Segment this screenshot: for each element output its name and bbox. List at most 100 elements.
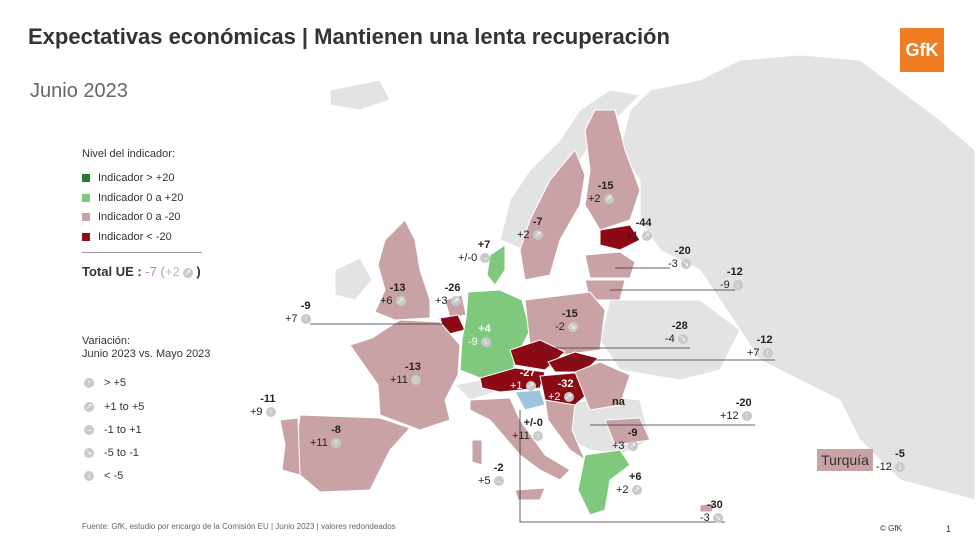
label-cyprus: -30 -3 ↘ xyxy=(700,499,723,525)
total-change: +2 xyxy=(164,264,180,279)
legend-label: Indicador 0 a -20 xyxy=(98,211,181,223)
arrow-up-icon: ↑ xyxy=(84,378,94,388)
country-romania[interactable] xyxy=(574,361,631,411)
arrow-up-right-icon: ↗ xyxy=(182,267,193,278)
arrow-down-icon: ↓ xyxy=(732,280,743,291)
legend-divider xyxy=(82,252,202,253)
legend-swatch xyxy=(82,174,90,182)
value-austria: -27 xyxy=(519,367,536,379)
variation-title-line1: Variación: xyxy=(82,335,131,347)
label-lithuania: -12 -9 ↓ xyxy=(720,266,743,292)
value-estonia: -44 xyxy=(635,217,652,229)
value-lithuania: -12 xyxy=(726,266,743,278)
arrow-right-icon: → xyxy=(84,425,94,435)
label-uk: -13 +6 ↗ xyxy=(380,282,406,308)
change-croatia: +3 xyxy=(612,440,625,452)
legend-item: Indicador 0 a +20 xyxy=(82,192,183,204)
arrow-down-right-icon: ↘ xyxy=(84,448,94,458)
value-france: -13 xyxy=(404,361,421,373)
value-spain: -8 xyxy=(331,424,341,436)
change-italy: +5 xyxy=(478,475,491,487)
label-hungary: -32 +2 ↗ xyxy=(548,378,574,404)
label-na: na xyxy=(612,396,625,408)
label-germany: +4 -9 ↓ xyxy=(468,323,491,349)
page-title: Expectativas económicas | Mantienen una … xyxy=(28,24,670,49)
value-greece: +6 xyxy=(629,471,642,483)
legend-swatch xyxy=(82,213,90,221)
arrow-up-right-icon: ↗ xyxy=(631,485,642,496)
country-denmark[interactable] xyxy=(486,244,506,286)
country-estonia[interactable] xyxy=(599,224,641,251)
arrow-down-right-icon: ↘ xyxy=(680,259,691,270)
arrow-down-icon: ↓ xyxy=(894,462,905,473)
change-uk: +6 xyxy=(380,295,393,307)
change-austria: +1 xyxy=(510,380,523,392)
arrow-up-right-icon: ↗ xyxy=(532,230,543,241)
arrow-down-right-icon: ↘ xyxy=(677,334,688,345)
legend-label: Indicador > +20 xyxy=(98,172,175,184)
change-greece: +2 xyxy=(616,484,629,496)
variation-item: → -1 to +1 xyxy=(84,424,142,436)
country-slovenia[interactable] xyxy=(514,389,546,411)
value-uk: -13 xyxy=(389,282,406,294)
country-sardinia[interactable] xyxy=(471,439,483,466)
variation-label: -5 to -1 xyxy=(104,447,139,459)
value-sweden: -7 xyxy=(532,216,543,228)
label-poland: -15 -2 ↘ xyxy=(555,308,578,334)
value-netherlands: -9 xyxy=(300,300,311,312)
arrow-down-right-icon: ↘ xyxy=(567,322,578,333)
country-cyprus[interactable] xyxy=(699,502,716,513)
value-slovakia: -12 xyxy=(756,334,773,346)
country-uk[interactable] xyxy=(374,219,431,321)
variation-label: -1 to +1 xyxy=(104,424,142,436)
change-poland: -2 xyxy=(555,321,565,333)
label-romania: -20 +12 ↑ xyxy=(720,397,752,423)
country-sweden[interactable] xyxy=(519,149,586,281)
change-cyprus: -3 xyxy=(700,512,710,524)
change-estonia: +1 xyxy=(626,230,639,242)
country-latvia[interactable] xyxy=(584,251,636,279)
change-hungary: +2 xyxy=(548,391,561,403)
arrow-right-icon: → xyxy=(493,476,504,487)
arrow-up-icon: ↑ xyxy=(532,431,543,442)
label-estonia: -44 +1 ↗ xyxy=(626,217,652,243)
land-ireland xyxy=(334,257,373,301)
country-greece[interactable] xyxy=(577,449,631,516)
legend-swatch xyxy=(82,233,90,241)
arrow-up-right-icon: ↗ xyxy=(641,231,652,242)
arrow-up-right-icon: ↗ xyxy=(450,296,461,307)
change-belgium: +3 xyxy=(435,295,448,307)
change-czechia: -4 xyxy=(665,333,675,345)
country-finland[interactable] xyxy=(584,109,641,231)
turkey-box[interactable]: Turquía xyxy=(817,449,873,471)
country-portugal[interactable] xyxy=(279,417,301,476)
label-slovakia: -12 +7 ↑ xyxy=(747,334,773,360)
change-germany: -9 xyxy=(468,336,478,348)
arrow-up-right-icon: ↗ xyxy=(525,381,536,392)
value-germany: +4 xyxy=(478,323,491,335)
arrow-up-right-icon: ↗ xyxy=(84,402,94,412)
value-turkey: -5 xyxy=(895,448,905,460)
total-label: Total UE : xyxy=(82,264,142,279)
country-france[interactable] xyxy=(349,319,461,431)
label-sweden: -7 +2 ↗ xyxy=(517,216,543,242)
country-sicily[interactable] xyxy=(514,487,546,501)
change-finland: +2 xyxy=(588,193,601,205)
land-russia xyxy=(619,54,976,501)
arrow-down-right-icon: ↘ xyxy=(712,513,723,524)
variation-item: ↑ > +5 xyxy=(84,377,126,389)
arrow-down-icon: ↓ xyxy=(480,337,491,348)
arrow-up-icon: ↑ xyxy=(300,314,311,325)
legend-title: Nivel del indicador: xyxy=(82,148,175,160)
label-denmark: +7 +/-0 → xyxy=(458,239,491,265)
leader-lines xyxy=(310,267,775,523)
value-latvia: -20 xyxy=(674,245,691,257)
label-finland: -15 +2 ↗ xyxy=(588,180,614,206)
change-latvia: -3 xyxy=(668,258,678,270)
variation-label: > +5 xyxy=(104,377,127,389)
change-france: +11 xyxy=(390,374,408,386)
footer-source: Fuente: GfK, estudio por encargo de la C… xyxy=(82,522,396,531)
total-open: ( xyxy=(160,264,165,279)
label-belgium: -26 +3 ↗ xyxy=(435,282,461,308)
